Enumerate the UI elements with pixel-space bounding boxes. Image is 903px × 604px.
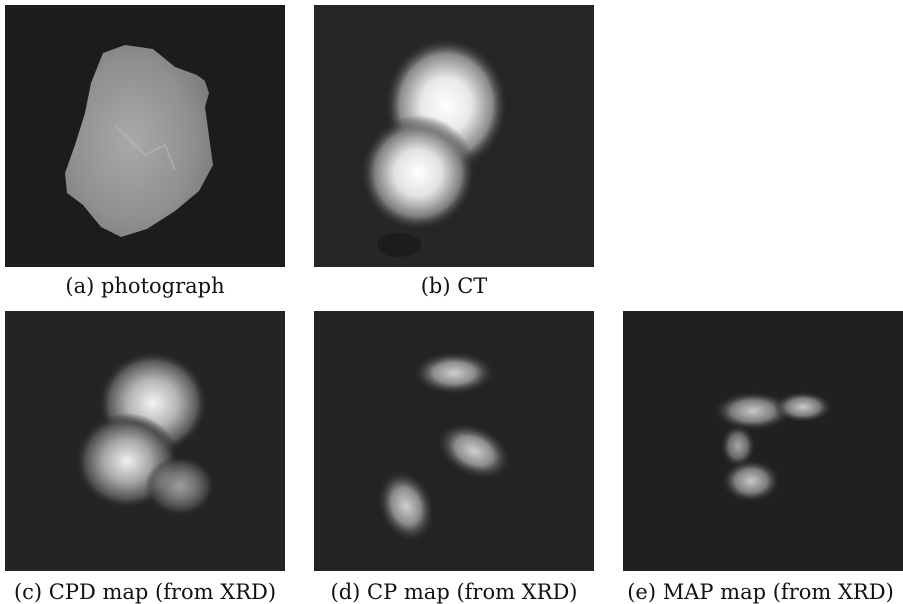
caption-b: (b) CT	[420, 274, 488, 298]
ct-image	[314, 5, 594, 267]
cpd-map-image	[5, 311, 285, 571]
caption-d: (d) CP map (from XRD)	[330, 580, 578, 604]
stone-photo-graphic	[5, 5, 285, 267]
cpd-map-graphic	[5, 311, 285, 571]
caption-c: (c) CPD map (from XRD)	[13, 580, 277, 604]
caption-e: (e) MAP map (from XRD)	[627, 580, 894, 604]
cp-map-image	[314, 311, 594, 571]
caption-a: (a) photograph	[65, 274, 225, 298]
map-map-graphic	[623, 311, 903, 571]
map-map-image	[623, 311, 903, 571]
photograph-image	[5, 5, 285, 267]
ct-scan-graphic	[314, 5, 594, 267]
cp-map-graphic	[314, 311, 594, 571]
